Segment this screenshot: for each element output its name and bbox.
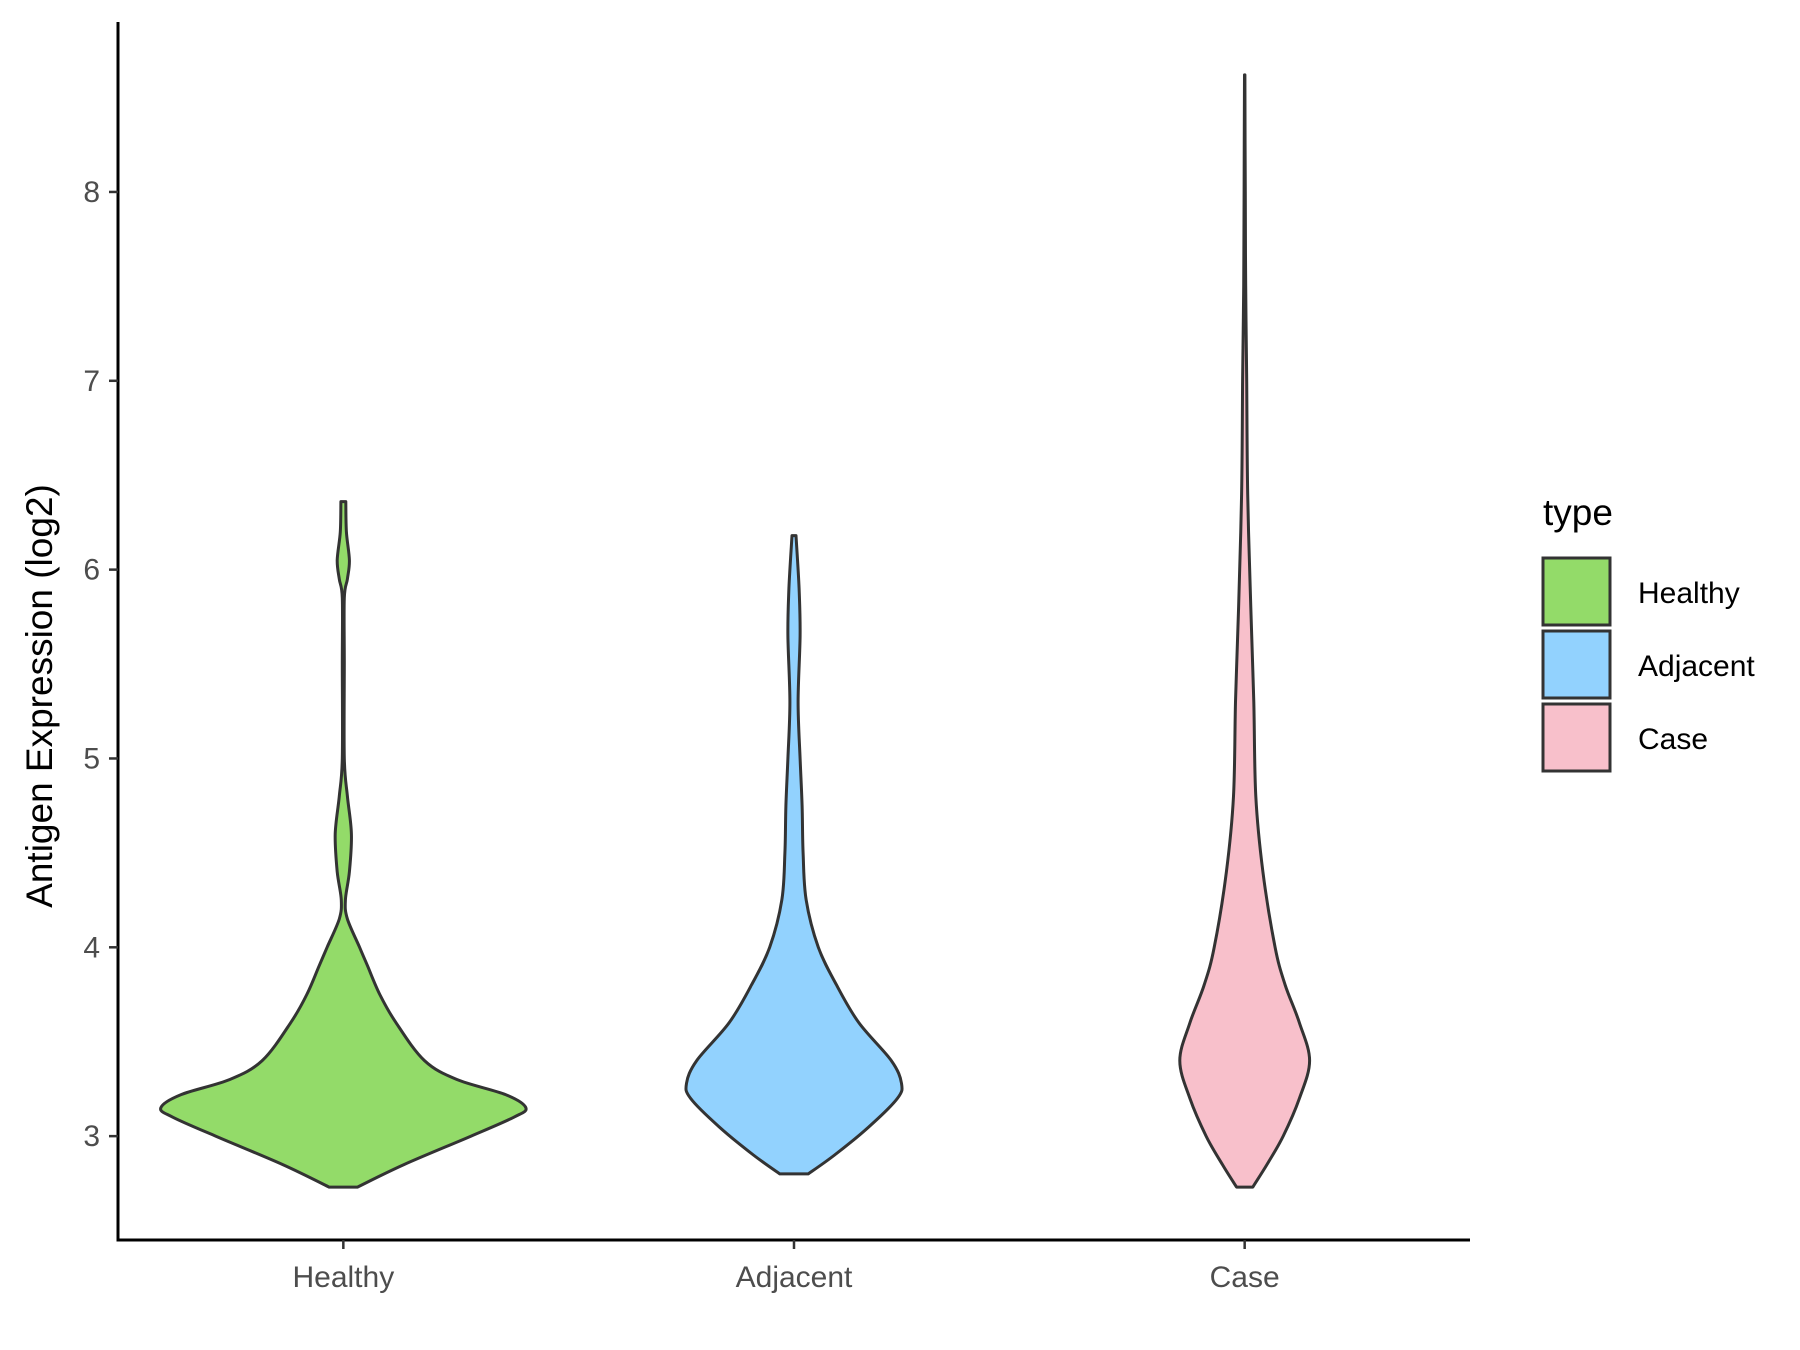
legend-title: type bbox=[1543, 492, 1613, 533]
y-axis-title: Antigen Expression (log2) bbox=[19, 484, 60, 908]
legend-key-healthy bbox=[1541, 556, 1612, 627]
legend-key-adjacent bbox=[1541, 629, 1612, 700]
violin-adjacent bbox=[684, 534, 904, 1176]
violin-layer bbox=[159, 73, 1312, 1189]
violin-healthy bbox=[159, 500, 528, 1189]
legend-label-adjacent: Adjacent bbox=[1638, 650, 1755, 683]
y-tick-label: 3 bbox=[83, 1120, 100, 1153]
y-tick-label: 8 bbox=[83, 176, 100, 209]
x-tick-label: Adjacent bbox=[736, 1261, 853, 1294]
x-tick-label: Case bbox=[1210, 1261, 1280, 1294]
axes: 3 4 5 6 7 8 Healthy Adjacent Case bbox=[83, 22, 1470, 1294]
violin-case bbox=[1178, 73, 1312, 1189]
legend: type Healthy Adjacent Case bbox=[1541, 492, 1755, 773]
y-tick-label: 7 bbox=[83, 365, 100, 398]
x-tick-label: Healthy bbox=[292, 1261, 394, 1294]
legend-key-case bbox=[1541, 702, 1612, 773]
y-tick-label: 5 bbox=[83, 742, 100, 775]
y-tick-label: 6 bbox=[83, 554, 100, 587]
y-tick-label: 4 bbox=[83, 931, 100, 964]
legend-label-case: Case bbox=[1638, 723, 1708, 756]
legend-label-healthy: Healthy bbox=[1638, 577, 1740, 610]
